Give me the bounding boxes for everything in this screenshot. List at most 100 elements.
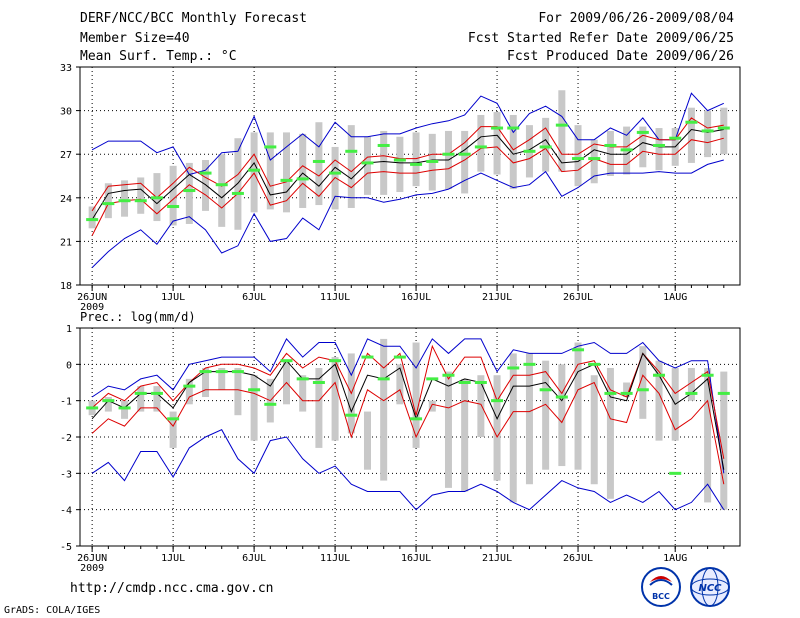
median-marker — [248, 168, 261, 172]
median-marker — [199, 370, 212, 374]
median-marker — [717, 126, 730, 130]
bcc-logo-text: BCC — [652, 592, 670, 601]
median-marker — [118, 199, 131, 203]
median-marker — [426, 159, 439, 163]
median-marker — [393, 158, 406, 162]
forecast-start-date: Fcst Started Refer Date 2009/06/25 — [467, 31, 734, 46]
panel-title: Prec.: log(mm/d) — [80, 310, 196, 324]
spread-bar — [606, 130, 614, 176]
median-marker — [620, 148, 633, 152]
median-marker — [167, 417, 180, 421]
median-marker — [134, 199, 147, 203]
plot-frame — [79, 66, 741, 286]
spread-bar — [574, 125, 582, 187]
y-tick-label: -5 — [60, 542, 72, 553]
spread-bar — [169, 165, 177, 226]
median-marker — [588, 157, 601, 161]
median-marker — [183, 189, 196, 193]
series-line-lower — [91, 374, 725, 485]
median-marker — [345, 149, 358, 153]
spread-bar — [590, 375, 598, 485]
median-marker — [555, 395, 568, 399]
series-line-min — [91, 159, 724, 268]
series-line-mean — [91, 352, 725, 470]
spread-bar — [185, 162, 193, 224]
x-tick-label: 26JUN — [77, 553, 107, 564]
y-tick-label: -1 — [60, 397, 72, 408]
spread-bar — [720, 107, 728, 155]
median-marker — [669, 136, 682, 140]
median-marker — [653, 143, 666, 147]
y-tick-label: 21 — [60, 237, 72, 248]
x-tick-label: 1AUG — [663, 292, 687, 303]
median-marker — [134, 391, 147, 395]
median-marker — [329, 359, 342, 363]
chart-panel-2: -5 -4 -3 -2 -1 0 1 26JUN 1JUL 6JUL 11JUL 16JUL 21JUL… — [60, 310, 741, 574]
median-marker — [377, 143, 390, 147]
spread-bar — [315, 122, 323, 206]
median-marker — [555, 123, 568, 127]
median-marker — [150, 391, 163, 395]
x-tick-label: 21JUL — [482, 292, 512, 303]
median-marker — [312, 381, 325, 384]
spread-bar — [396, 364, 404, 405]
spread-bar — [493, 375, 501, 481]
median-marker — [280, 359, 293, 363]
spread-bar — [542, 360, 550, 470]
bcc-logo: BCC — [641, 567, 681, 607]
grads-credit: GrADS: COLA/IGES — [4, 605, 101, 616]
spread-bar — [347, 125, 355, 208]
source-url[interactable]: http://cmdp.ncc.cma.gov.cn — [70, 581, 274, 596]
median-marker — [653, 373, 666, 377]
spread-bar — [477, 375, 485, 437]
median-marker — [507, 126, 520, 130]
spread-bar — [202, 160, 210, 211]
spread-bar — [299, 133, 307, 208]
median-marker — [86, 406, 99, 410]
spread-bar — [266, 132, 274, 210]
y-tick-label: 27 — [60, 150, 72, 161]
median-marker — [215, 370, 228, 374]
median-marker — [296, 177, 309, 181]
variable-label: Mean Surf. Temp.: °C — [80, 49, 237, 64]
logos: BCC NCC — [641, 567, 730, 607]
median-marker — [604, 143, 617, 147]
spread-bar — [218, 367, 226, 390]
median-marker — [474, 145, 487, 149]
median-marker — [361, 161, 374, 165]
median-marker — [280, 178, 293, 182]
member-size: Member Size=40 — [80, 31, 190, 46]
spread-bar — [687, 367, 695, 401]
median-marker — [458, 381, 471, 384]
median-marker — [410, 162, 423, 166]
median-marker — [717, 391, 730, 395]
spread-bar — [283, 132, 291, 213]
series-line-min — [91, 429, 725, 511]
spread-bar — [104, 183, 112, 219]
x-year-label: 2009 — [80, 302, 104, 313]
spread-bar — [331, 357, 339, 441]
ncc-logo-text: NCC — [698, 583, 722, 594]
median-marker — [312, 159, 325, 163]
median-marker — [410, 417, 423, 421]
median-marker — [264, 402, 277, 406]
spread-bar — [639, 126, 647, 168]
median-marker — [701, 129, 714, 133]
x-tick-label: 1JUL — [161, 292, 185, 303]
median-marker — [572, 348, 585, 352]
spread-bar — [153, 386, 161, 412]
median-marker — [86, 218, 99, 222]
spread-bar — [218, 154, 226, 227]
spread-bar — [720, 371, 728, 510]
spread-bar — [606, 367, 614, 499]
spread-bar — [655, 128, 663, 171]
spread-bar — [558, 364, 566, 467]
y-tick-label: 18 — [60, 281, 72, 292]
spread-bar — [461, 378, 469, 492]
median-marker — [604, 391, 617, 395]
spread-bar — [363, 136, 371, 195]
spread-bar — [493, 112, 501, 175]
median-marker — [491, 126, 504, 130]
median-marker — [572, 157, 585, 161]
